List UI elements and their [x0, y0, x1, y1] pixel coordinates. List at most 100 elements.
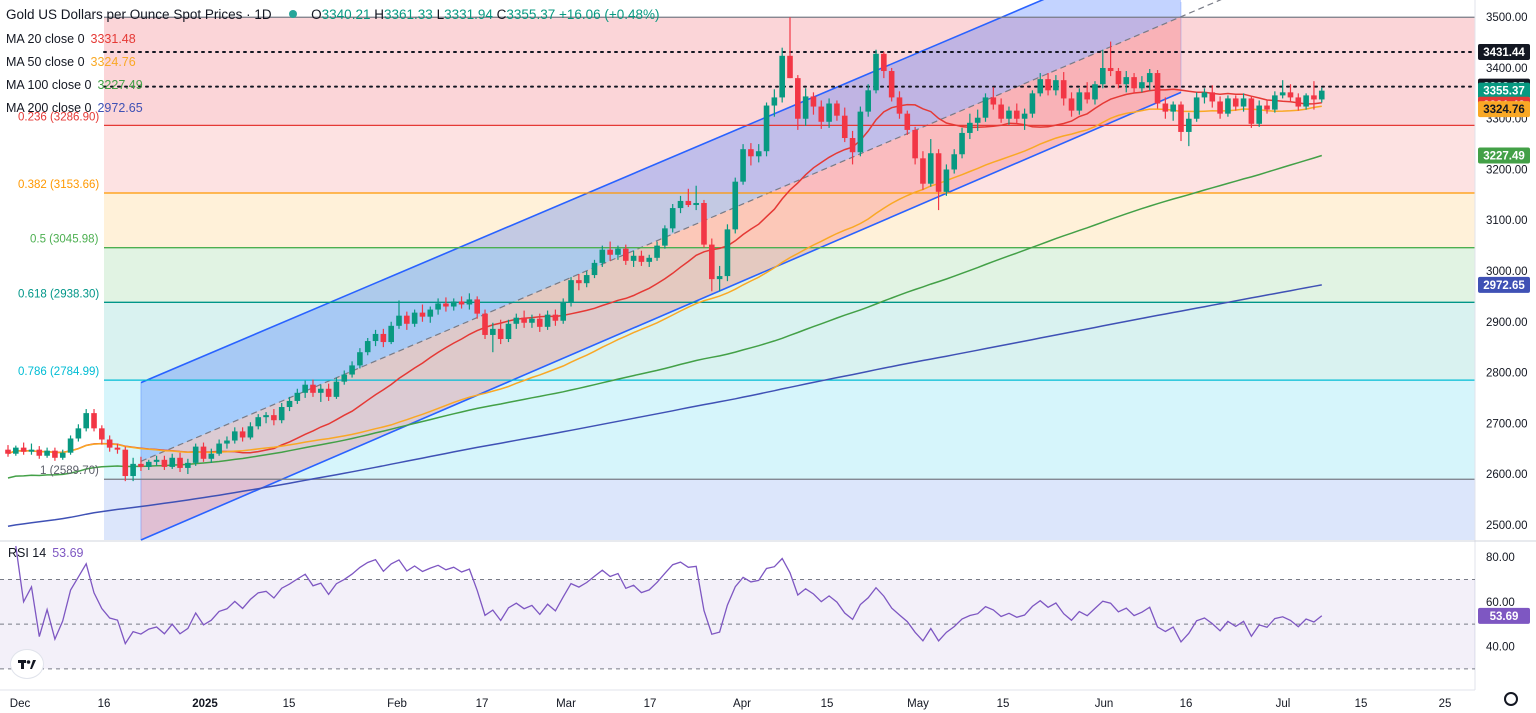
candle-body[interactable]	[1240, 98, 1247, 107]
candle-body[interactable]	[310, 384, 316, 393]
candle-body[interactable]	[419, 312, 426, 317]
candle-body[interactable]	[560, 302, 567, 321]
candle-body[interactable]	[1131, 77, 1137, 89]
ma-200-legend[interactable]: MA 200 close 0 2972.65	[6, 100, 143, 123]
candle-body[interactable]	[1295, 97, 1302, 107]
candle-body[interactable]	[294, 392, 301, 401]
candle-body[interactable]	[513, 317, 520, 324]
candle-body[interactable]	[153, 459, 160, 462]
candle-body[interactable]	[466, 299, 473, 305]
candle-body[interactable]	[1123, 77, 1130, 85]
candle-body[interactable]	[1060, 80, 1067, 99]
candle-body[interactable]	[216, 443, 222, 454]
candle-body[interactable]	[873, 53, 879, 91]
candle-body[interactable]	[458, 301, 465, 305]
candle-body[interactable]	[52, 450, 58, 458]
candle-body[interactable]	[450, 301, 457, 307]
candle-body[interactable]	[826, 103, 832, 122]
candle-body[interactable]	[701, 202, 707, 245]
candle-body[interactable]	[318, 388, 324, 393]
candle-body[interactable]	[106, 439, 113, 448]
candle-body[interactable]	[364, 341, 371, 353]
rsi-pane[interactable]: 80.00 60.00 40.00 53.69	[0, 540, 1536, 670]
candle-body[interactable]	[161, 459, 168, 467]
candle-body[interactable]	[693, 202, 699, 206]
candle-body[interactable]	[145, 461, 152, 467]
candle-body[interactable]	[638, 255, 645, 262]
candle-body[interactable]	[380, 333, 387, 343]
candle-body[interactable]	[1146, 73, 1153, 83]
candle-body[interactable]	[1303, 95, 1309, 107]
candle-body[interactable]	[1287, 92, 1294, 98]
candle-body[interactable]	[1209, 92, 1216, 102]
candle-body[interactable]	[1279, 92, 1286, 96]
candle-body[interactable]	[325, 388, 332, 397]
candle-body[interactable]	[529, 318, 535, 323]
candle-body[interactable]	[255, 417, 262, 427]
candle-body[interactable]	[662, 228, 668, 246]
candle-body[interactable]	[1217, 101, 1223, 114]
settings-gear-icon[interactable]	[1504, 692, 1518, 706]
candle-body[interactable]	[5, 449, 11, 454]
candle-body[interactable]	[755, 151, 762, 157]
candle-body[interactable]	[278, 407, 285, 421]
candle-body[interactable]	[1186, 118, 1192, 132]
candle-body[interactable]	[732, 181, 739, 230]
candle-body[interactable]	[669, 208, 676, 229]
candle-body[interactable]	[177, 457, 183, 468]
candle-body[interactable]	[654, 245, 660, 258]
candle-body[interactable]	[497, 328, 504, 340]
candle-body[interactable]	[302, 384, 308, 393]
ma-50-legend[interactable]: MA 50 close 0 3324.76	[6, 54, 143, 77]
candle-body[interactable]	[888, 71, 895, 98]
candle-body[interactable]	[779, 55, 785, 98]
candle-body[interactable]	[83, 413, 89, 429]
candle-body[interactable]	[13, 447, 19, 454]
candle-body[interactable]	[404, 315, 410, 324]
candle-body[interactable]	[1115, 71, 1122, 85]
candle-body[interactable]	[748, 149, 754, 157]
candle-body[interactable]	[1318, 90, 1325, 100]
candle-body[interactable]	[1178, 104, 1184, 132]
candle-body[interactable]	[435, 303, 441, 310]
candle-body[interactable]	[920, 158, 926, 184]
candle-body[interactable]	[998, 104, 1004, 119]
candle-body[interactable]	[271, 415, 277, 421]
candle-body[interactable]	[841, 115, 848, 139]
candle-body[interactable]	[622, 248, 629, 261]
candle-body[interactable]	[630, 255, 637, 261]
candle-body[interactable]	[138, 463, 144, 467]
candle-body[interactable]	[967, 122, 973, 133]
candlesticks[interactable]	[5, 17, 1325, 482]
candle-body[interactable]	[1256, 105, 1262, 124]
candle-body[interactable]	[591, 262, 598, 276]
candle-body[interactable]	[787, 55, 793, 79]
candle-body[interactable]	[724, 229, 731, 277]
candle-body[interactable]	[1272, 95, 1278, 110]
candle-body[interactable]	[599, 249, 606, 263]
candle-body[interactable]	[536, 318, 543, 327]
ma-100-legend[interactable]: MA 100 close 0 3227.49	[6, 77, 143, 100]
candle-body[interactable]	[341, 374, 348, 382]
candle-body[interactable]	[411, 312, 418, 324]
candle-body[interactable]	[263, 415, 269, 418]
candle-body[interactable]	[927, 153, 934, 184]
candle-body[interactable]	[185, 462, 191, 468]
candle-body[interactable]	[818, 106, 825, 122]
candle-body[interactable]	[607, 249, 613, 255]
candle-body[interactable]	[857, 111, 864, 153]
candle-body[interactable]	[943, 169, 950, 192]
candle-body[interactable]	[1139, 82, 1145, 89]
candle-body[interactable]	[802, 96, 809, 119]
candle-body[interactable]	[482, 313, 488, 335]
candle-body[interactable]	[1092, 84, 1098, 100]
candle-body[interactable]	[1021, 113, 1028, 119]
candle-body[interactable]	[935, 153, 942, 192]
candle-body[interactable]	[912, 129, 918, 159]
ma-20-legend[interactable]: MA 20 close 0 3331.48	[6, 31, 143, 54]
candle-body[interactable]	[951, 154, 958, 170]
candle-body[interactable]	[28, 449, 35, 452]
candle-body[interactable]	[36, 449, 43, 456]
candle-body[interactable]	[169, 457, 176, 467]
candle-body[interactable]	[1193, 97, 1200, 119]
